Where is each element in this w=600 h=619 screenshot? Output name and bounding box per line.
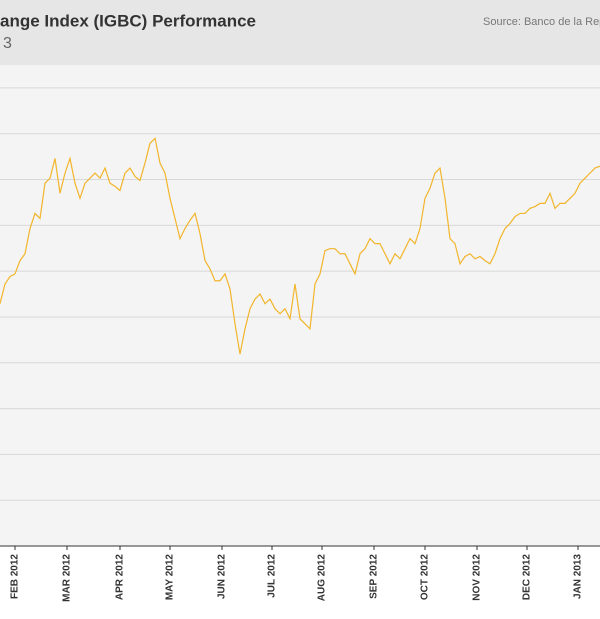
data-line	[0, 137, 600, 355]
x-tick-label: JUL 2012	[267, 554, 278, 598]
x-tick-label: JAN 2013	[573, 554, 584, 599]
header-band	[0, 0, 600, 65]
x-tick-label: OCT 2012	[420, 554, 431, 601]
x-tick-label: MAR 2012	[62, 554, 73, 602]
x-tick-label: FEB 2012	[10, 554, 21, 599]
x-tick-label: APR 2012	[115, 554, 126, 601]
plot-area	[0, 65, 600, 546]
x-tick-label: SEP 2012	[369, 554, 380, 599]
x-tick-label: DEC 2012	[522, 554, 533, 601]
chart-title: ange Index (IGBC) Performance	[0, 11, 256, 30]
x-tick-label: AUG 2012	[317, 554, 328, 602]
source-note: Source: Banco de la Rep	[483, 16, 600, 28]
chart-subtitle: 3	[3, 35, 12, 52]
x-tick-label: NOV 2012	[472, 554, 483, 601]
x-tick-label: JUN 2012	[217, 554, 228, 599]
x-tick-label: MAY 2012	[165, 554, 176, 601]
